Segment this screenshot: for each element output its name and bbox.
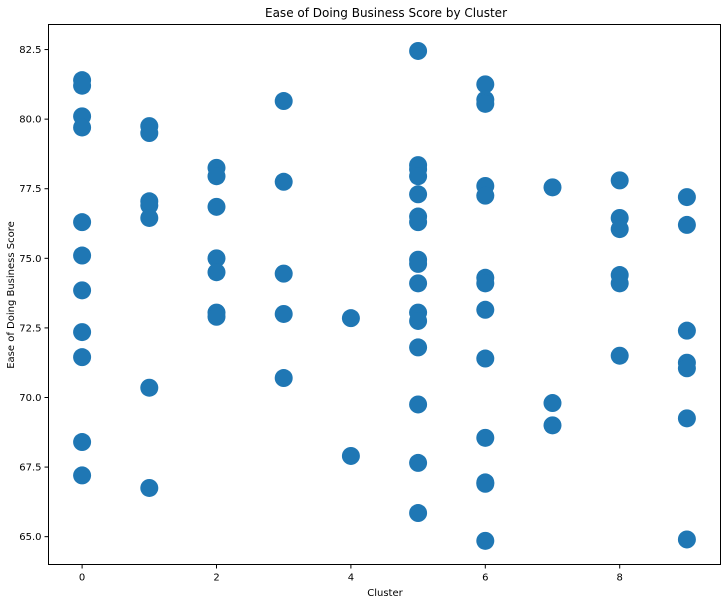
data-point: [611, 274, 629, 292]
data-point: [476, 95, 494, 113]
data-point: [611, 220, 629, 238]
data-point: [140, 209, 158, 227]
data-point: [409, 454, 427, 472]
data-point: [678, 530, 696, 548]
data-point: [208, 167, 226, 185]
data-point: [73, 348, 91, 366]
data-point: [678, 216, 696, 234]
y-tick-label: 82.5: [19, 45, 41, 56]
data-point: [275, 173, 293, 191]
data-point: [208, 198, 226, 216]
y-tick-label: 65.0: [19, 532, 41, 543]
data-point: [476, 429, 494, 447]
data-point: [611, 347, 629, 365]
x-axis-label: Cluster: [367, 588, 403, 599]
data-point: [409, 213, 427, 231]
data-point: [275, 305, 293, 323]
data-point: [275, 265, 293, 283]
data-point: [678, 409, 696, 427]
y-axis-label: Ease of Doing Business Score: [6, 221, 17, 369]
data-point: [476, 75, 494, 93]
data-point: [544, 178, 562, 196]
data-point: [208, 263, 226, 281]
data-point: [476, 532, 494, 550]
x-tick-label: 0: [79, 573, 85, 584]
x-tick-label: 8: [617, 573, 623, 584]
data-point: [476, 187, 494, 205]
data-point: [73, 466, 91, 484]
y-tick-label: 77.5: [19, 184, 41, 195]
data-point: [73, 433, 91, 451]
data-point: [476, 301, 494, 319]
data-point: [678, 359, 696, 377]
x-tick-label: 6: [482, 573, 488, 584]
data-point: [342, 447, 360, 465]
data-point: [409, 312, 427, 330]
data-point: [476, 274, 494, 292]
data-point: [409, 274, 427, 292]
data-point: [678, 322, 696, 340]
x-tick-label: 4: [348, 573, 354, 584]
y-tick-label: 67.5: [19, 463, 41, 474]
data-point: [140, 124, 158, 142]
data-point: [544, 416, 562, 434]
data-point: [73, 118, 91, 136]
data-point: [140, 379, 158, 397]
data-point: [73, 247, 91, 265]
data-point: [409, 185, 427, 203]
data-point: [409, 42, 427, 60]
data-point: [409, 504, 427, 522]
data-point: [476, 350, 494, 368]
data-point: [476, 475, 494, 493]
data-point: [409, 395, 427, 413]
data-point: [678, 188, 696, 206]
data-point: [208, 308, 226, 326]
y-tick-label: 80.0: [19, 115, 41, 126]
data-point: [409, 338, 427, 356]
data-point: [409, 167, 427, 185]
data-point: [73, 77, 91, 95]
y-tick-label: 70.0: [19, 393, 41, 404]
data-point: [409, 255, 427, 273]
y-tick-label: 75.0: [19, 254, 41, 265]
data-point: [73, 213, 91, 231]
data-point: [140, 479, 158, 497]
x-tick-label: 2: [213, 573, 219, 584]
y-tick-label: 72.5: [19, 323, 41, 334]
data-point: [275, 369, 293, 387]
data-point: [611, 171, 629, 189]
data-point: [342, 309, 360, 327]
chart-title: Ease of Doing Business Score by Cluster: [265, 6, 507, 20]
data-point: [73, 281, 91, 299]
data-point: [275, 92, 293, 110]
data-point: [73, 323, 91, 341]
data-point: [544, 394, 562, 412]
